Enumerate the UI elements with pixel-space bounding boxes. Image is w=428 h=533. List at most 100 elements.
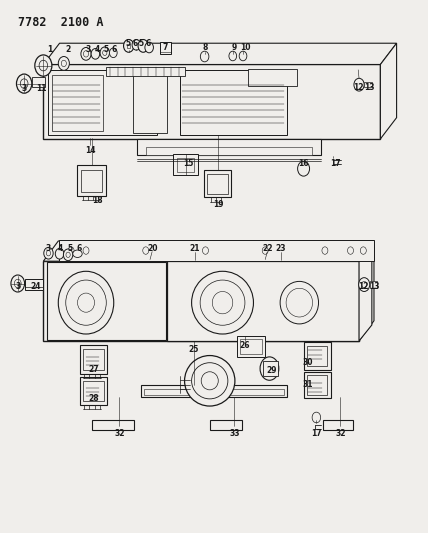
Circle shape (55, 248, 64, 259)
Polygon shape (43, 43, 397, 64)
Text: 30: 30 (303, 358, 313, 367)
Bar (25, 279, 43, 290)
Bar (80, 345, 107, 374)
Text: 13: 13 (369, 282, 380, 291)
Text: 17: 17 (330, 159, 341, 168)
Text: 5: 5 (67, 244, 72, 253)
Text: 27: 27 (89, 365, 99, 374)
Text: 15: 15 (183, 159, 193, 168)
Text: 7782  2100 A: 7782 2100 A (18, 15, 103, 29)
Circle shape (46, 251, 51, 256)
Bar (307, 375, 327, 394)
Bar (32, 77, 45, 87)
Text: 2: 2 (65, 45, 71, 54)
Bar (107, 67, 185, 76)
Bar (248, 69, 297, 86)
Text: 14: 14 (85, 146, 95, 155)
Text: 23: 23 (276, 244, 286, 253)
Circle shape (58, 56, 69, 70)
Ellipse shape (192, 363, 228, 399)
Polygon shape (43, 241, 374, 261)
Polygon shape (380, 43, 397, 139)
Bar (137, 139, 321, 155)
Text: 4: 4 (58, 244, 63, 253)
Text: 18: 18 (92, 196, 103, 205)
Bar (204, 169, 232, 197)
Text: 32: 32 (114, 429, 125, 438)
Bar (81, 169, 102, 192)
Bar (83, 349, 104, 370)
Circle shape (11, 275, 24, 292)
Circle shape (17, 74, 32, 93)
Bar (59, 240, 374, 261)
Bar (263, 361, 278, 376)
Bar (142, 385, 286, 397)
Circle shape (91, 49, 100, 59)
Bar (127, 44, 131, 48)
Bar (146, 147, 312, 155)
Bar (180, 70, 286, 135)
Text: 5: 5 (104, 45, 109, 54)
Bar (52, 75, 103, 131)
Polygon shape (359, 251, 372, 341)
Bar (177, 158, 194, 172)
Circle shape (35, 55, 52, 76)
Bar (160, 42, 171, 54)
Bar (207, 174, 228, 193)
Bar (133, 70, 167, 133)
Circle shape (354, 78, 364, 91)
Text: 22: 22 (262, 244, 273, 253)
Circle shape (124, 39, 134, 52)
Text: 3: 3 (15, 282, 21, 291)
Polygon shape (43, 261, 359, 341)
Text: 31: 31 (303, 380, 313, 389)
Text: 3: 3 (46, 244, 51, 253)
Bar (47, 262, 166, 340)
Circle shape (143, 247, 149, 254)
Text: 3: 3 (21, 84, 27, 93)
Bar (144, 389, 283, 395)
Text: 6: 6 (145, 39, 151, 48)
Ellipse shape (192, 271, 253, 334)
Text: 3: 3 (86, 45, 91, 54)
Circle shape (83, 51, 89, 57)
Text: 25: 25 (189, 345, 199, 354)
Ellipse shape (286, 288, 312, 317)
Bar (43, 64, 380, 139)
Bar (48, 70, 157, 135)
Text: 16: 16 (298, 159, 309, 168)
Circle shape (348, 247, 354, 254)
Circle shape (61, 60, 66, 67)
Text: 21: 21 (190, 244, 200, 253)
Text: 8: 8 (203, 43, 208, 52)
Bar (77, 165, 107, 196)
Text: 33: 33 (229, 429, 240, 438)
Bar (92, 419, 134, 430)
Circle shape (63, 249, 73, 261)
Polygon shape (359, 241, 374, 341)
Circle shape (66, 252, 70, 257)
Text: 7: 7 (162, 43, 168, 52)
Circle shape (202, 247, 208, 254)
Bar (241, 340, 262, 354)
Text: 12: 12 (358, 282, 369, 291)
Circle shape (132, 39, 141, 50)
Ellipse shape (73, 250, 82, 257)
Bar (173, 154, 198, 175)
Polygon shape (167, 261, 359, 341)
Circle shape (322, 247, 328, 254)
Circle shape (44, 247, 53, 259)
Text: 12: 12 (353, 83, 363, 92)
Text: 13: 13 (364, 83, 374, 92)
Text: 29: 29 (266, 366, 276, 375)
Ellipse shape (58, 271, 114, 334)
Text: 5: 5 (125, 39, 131, 48)
Circle shape (360, 247, 366, 254)
Text: 11: 11 (36, 84, 47, 93)
Circle shape (103, 50, 107, 55)
Circle shape (145, 42, 153, 53)
Bar (370, 281, 377, 288)
Text: 17: 17 (311, 429, 322, 438)
Bar (80, 377, 107, 405)
Text: 6: 6 (111, 45, 116, 54)
